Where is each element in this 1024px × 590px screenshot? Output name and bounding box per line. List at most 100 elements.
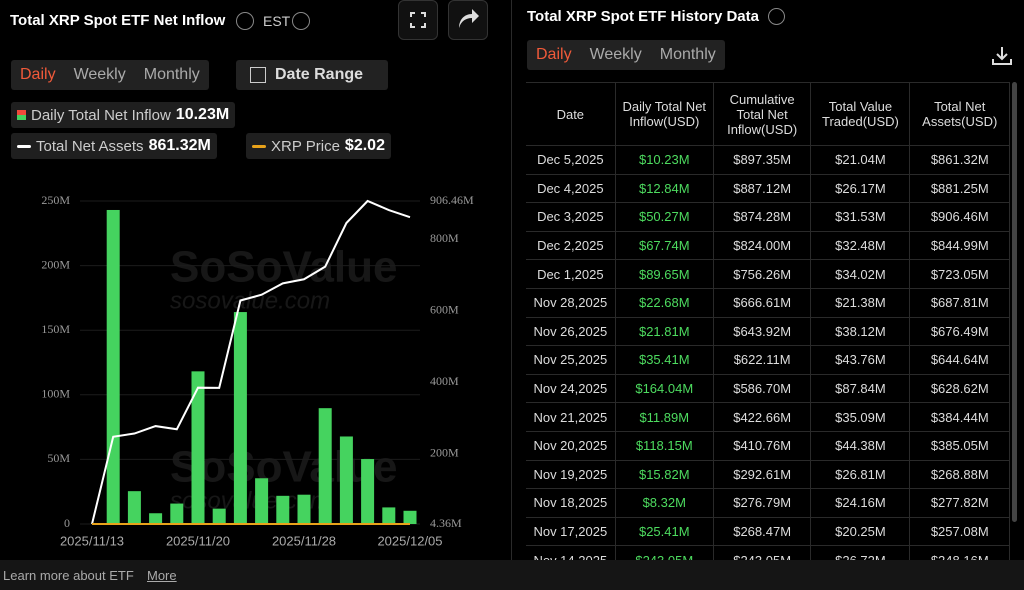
- bar: [127, 491, 141, 524]
- info-icon[interactable]: [236, 12, 254, 30]
- y2-tick-label: 400M: [430, 374, 459, 388]
- table-row: Nov 17,2025 $25.41M $268.47M $20.25M $257.08…: [526, 517, 1010, 547]
- y-tick-label: 100M: [41, 387, 70, 401]
- table-cell: $164.04M: [615, 374, 714, 404]
- bar: [149, 513, 163, 524]
- table-cell: $644.64M: [909, 345, 1010, 375]
- table-row: Dec 2,2025 $67.74M $824.00M $32.48M $844.99M: [526, 231, 1010, 261]
- tab[interactable]: Weekly: [73, 66, 126, 83]
- table-cell: $844.99M: [909, 231, 1010, 261]
- fullscreen-button[interactable]: [398, 0, 438, 40]
- tab[interactable]: Monthly: [659, 46, 716, 63]
- table-cell: $12.84M: [615, 174, 714, 204]
- table-cell: $38.12M: [810, 317, 911, 347]
- table-row: Dec 4,2025 $12.84M $887.12M $26.17M $881.25M: [526, 174, 1010, 204]
- bar: [318, 408, 332, 524]
- table-cell: $8.32M: [615, 488, 714, 518]
- table-cell: $21.81M: [615, 317, 714, 347]
- y2-tick-label: 906.46M: [430, 193, 474, 207]
- y-tick-label: 50M: [47, 451, 70, 465]
- table-cell: $24.16M: [810, 488, 911, 518]
- scrollbar[interactable]: [1012, 82, 1017, 522]
- table-row: Nov 20,2025 $118.15M $410.76M $44.38M $385.0…: [526, 431, 1010, 461]
- watermark: SoSoValue: [170, 243, 397, 292]
- x-tick-label: 2025/11/20: [166, 533, 230, 548]
- tab[interactable]: Daily: [20, 66, 56, 83]
- table-cell: $268.47M: [713, 517, 812, 547]
- table-cell: $666.61M: [713, 288, 812, 318]
- y-tick-label: 200M: [41, 257, 70, 271]
- table-cell: Nov 17,2025: [526, 517, 616, 547]
- bar: [382, 507, 396, 524]
- share-icon: [459, 9, 479, 28]
- bar: [170, 503, 184, 524]
- footer: Learn more about ETF More: [0, 560, 1024, 590]
- table-cell: $89.65M: [615, 259, 714, 289]
- y-tick-label: 250M: [41, 193, 70, 207]
- table-cell: $586.70M: [713, 374, 812, 404]
- x-tick-label: 2025/12/05: [377, 533, 442, 548]
- table-cell: $292.61M: [713, 460, 812, 490]
- table-cell: $248.16M: [909, 545, 1010, 560]
- table-row: Dec 3,2025 $50.27M $874.28M $31.53M $906.46M: [526, 202, 1010, 232]
- table-cell: $26.81M: [810, 460, 911, 490]
- table-cell: Nov 24,2025: [526, 374, 616, 404]
- x-tick-label: 2025/11/13: [60, 533, 124, 548]
- date-range-label: Date Range: [275, 66, 364, 83]
- table-row: Nov 18,2025 $8.32M $276.79M $24.16M $277.82M: [526, 488, 1010, 518]
- legend-item: XRP Price $2.02: [246, 133, 391, 159]
- table-cell: $723.05M: [909, 259, 1010, 289]
- table-row: Dec 1,2025 $89.65M $756.26M $34.02M $723.05M: [526, 259, 1010, 289]
- download-icon[interactable]: [990, 44, 1014, 68]
- tab[interactable]: Monthly: [143, 66, 200, 83]
- table-row: Nov 14,2025$243.05M$243.05M$26.72M$248.1…: [526, 545, 1010, 560]
- y-tick-label: 0: [64, 516, 70, 530]
- legend-value: 861.32M: [148, 137, 211, 154]
- table-cell: Nov 18,2025: [526, 488, 616, 518]
- info-icon[interactable]: [292, 12, 310, 30]
- table-cell: $628.62M: [909, 374, 1010, 404]
- y2-tick-label: 800M: [430, 231, 459, 245]
- table-cell: Nov 20,2025: [526, 431, 616, 461]
- chart-title: Total XRP Spot ETF Net Inflow: [10, 12, 226, 29]
- table-cell: $25.41M: [615, 517, 714, 547]
- table-cell: $20.25M: [810, 517, 911, 547]
- timezone: EST: [263, 13, 291, 29]
- tab[interactable]: Weekly: [589, 46, 642, 63]
- table-row: Nov 19,2025 $15.82M $292.61M $26.81M $268.88…: [526, 460, 1010, 490]
- footer-link[interactable]: More: [147, 568, 177, 583]
- table-cell: $11.89M: [615, 402, 714, 432]
- legend-item: Total Net Assets 861.32M: [11, 133, 217, 159]
- footer-text: Learn more about ETF: [3, 568, 134, 583]
- tab[interactable]: Daily: [536, 46, 572, 63]
- table-cell: $887.12M: [713, 174, 812, 204]
- share-button[interactable]: [448, 0, 488, 40]
- table-cell: $384.44M: [909, 402, 1010, 432]
- table-cell: $87.84M: [810, 374, 911, 404]
- table-cell: $21.38M: [810, 288, 911, 318]
- table-cell: $67.74M: [615, 231, 714, 261]
- table-cell: $44.38M: [810, 431, 911, 461]
- table-cell: $32.48M: [810, 231, 911, 261]
- info-icon[interactable]: [768, 8, 785, 25]
- bar: [191, 371, 205, 524]
- y2-tick-label: 200M: [430, 446, 459, 460]
- table-cell: Dec 4,2025: [526, 174, 616, 204]
- date-range-button[interactable]: Date Range: [236, 60, 388, 90]
- column-header: Daily Total Net Inflow(USD): [615, 82, 714, 146]
- table-row: Nov 25,2025 $35.41M $622.11M $43.76M $644.64…: [526, 345, 1010, 375]
- table-row: Dec 5,2025 $10.23M $897.35M $21.04M $861.32M: [526, 145, 1010, 175]
- table-cell: $31.53M: [810, 202, 911, 232]
- history-tabs: Daily Weekly Monthly: [527, 40, 725, 70]
- legend-label: XRP Price: [271, 137, 340, 155]
- bar: [297, 494, 311, 524]
- table-cell: $687.81M: [909, 288, 1010, 318]
- table-cell: $26.72M: [810, 545, 911, 560]
- table-cell: $410.76M: [713, 431, 812, 461]
- y2-tick-label: 4.36M: [430, 516, 462, 530]
- table-cell: $21.04M: [810, 145, 911, 175]
- table-cell: $881.25M: [909, 174, 1010, 204]
- table-cell: Nov 19,2025: [526, 460, 616, 490]
- table-cell: $385.05M: [909, 431, 1010, 461]
